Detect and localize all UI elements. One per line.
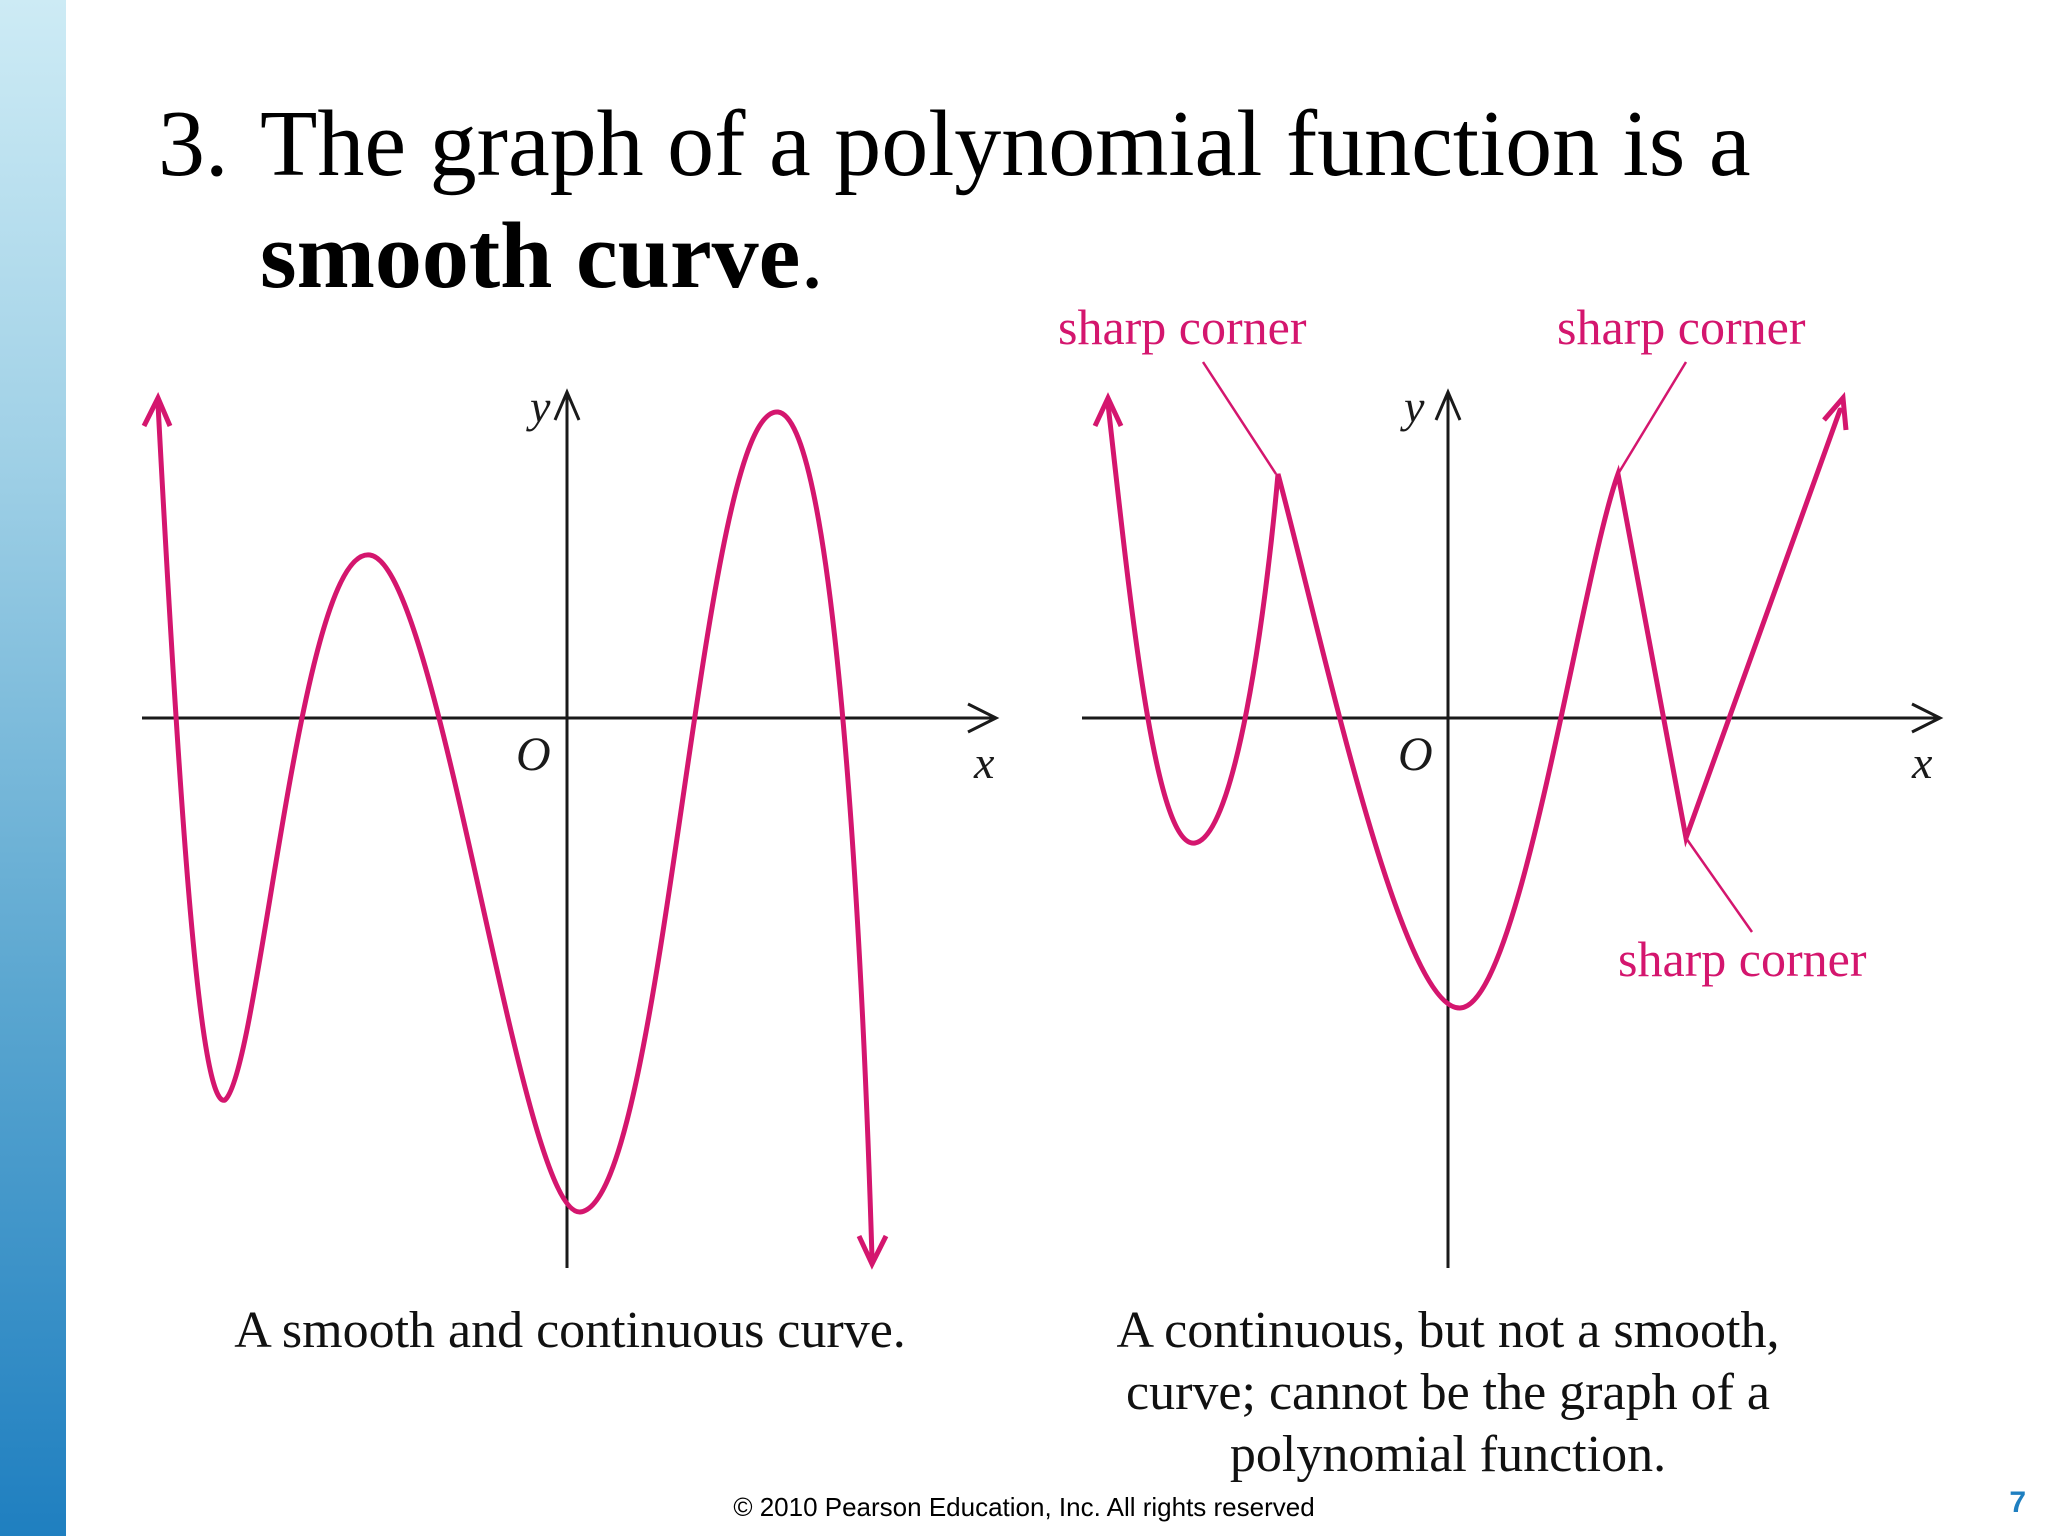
title-period: . [800,204,824,308]
sharp-corner-label-left: sharp corner [1058,299,1307,355]
left-x-axis [142,702,1000,734]
left-arrow-up-icon [141,392,173,428]
left-y-label: y [526,381,551,432]
right-caption-line-1: A continuous, but not a smooth, [1116,1302,1780,1359]
right-caption: A continuous, but not a smooth, curve; c… [1058,1300,1838,1486]
right-graph: y x O sharp corner sharp corner sharp co… [1058,299,1944,1268]
right-nonsmooth-curve [1105,401,1843,1011]
decorative-side-bar [0,0,66,1536]
title-line-2: smooth curve. [260,200,824,312]
title-line-1: The graph of a polynomial function is a [260,92,1751,196]
right-caption-line-3: polynomial function. [1229,1426,1667,1483]
left-arrow-down-icon [856,1234,889,1270]
left-caption: A smooth and continuous curve. [234,1302,906,1359]
title-bold-term: smooth curve [260,204,801,308]
right-caption-line-2: curve; cannot be the graph of a [1126,1364,1770,1421]
left-origin-label: O [516,728,551,781]
left-y-axis [553,388,581,1268]
left-x-label: x [973,737,995,788]
title-number: 3. [158,92,229,196]
sharp-corner-label-bottom: sharp corner [1618,931,1867,987]
copyright-footer: © 2010 Pearson Education, Inc. All right… [733,1492,1315,1522]
right-x-label: x [1911,737,1933,788]
right-y-axis [1434,388,1462,1268]
right-arrow-up-left-icon [1092,392,1124,428]
left-graph: y x O [141,381,1000,1270]
right-y-label: y [1400,381,1425,432]
annotation-leaders [1201,361,1754,933]
right-x-axis [1082,702,1944,734]
slide-page-number: 7 [2009,1486,2026,1519]
right-origin-label: O [1398,728,1433,781]
left-smooth-curve [155,401,875,1261]
right-arrow-up-right-icon [1822,391,1849,431]
sharp-corner-label-right: sharp corner [1557,299,1806,355]
